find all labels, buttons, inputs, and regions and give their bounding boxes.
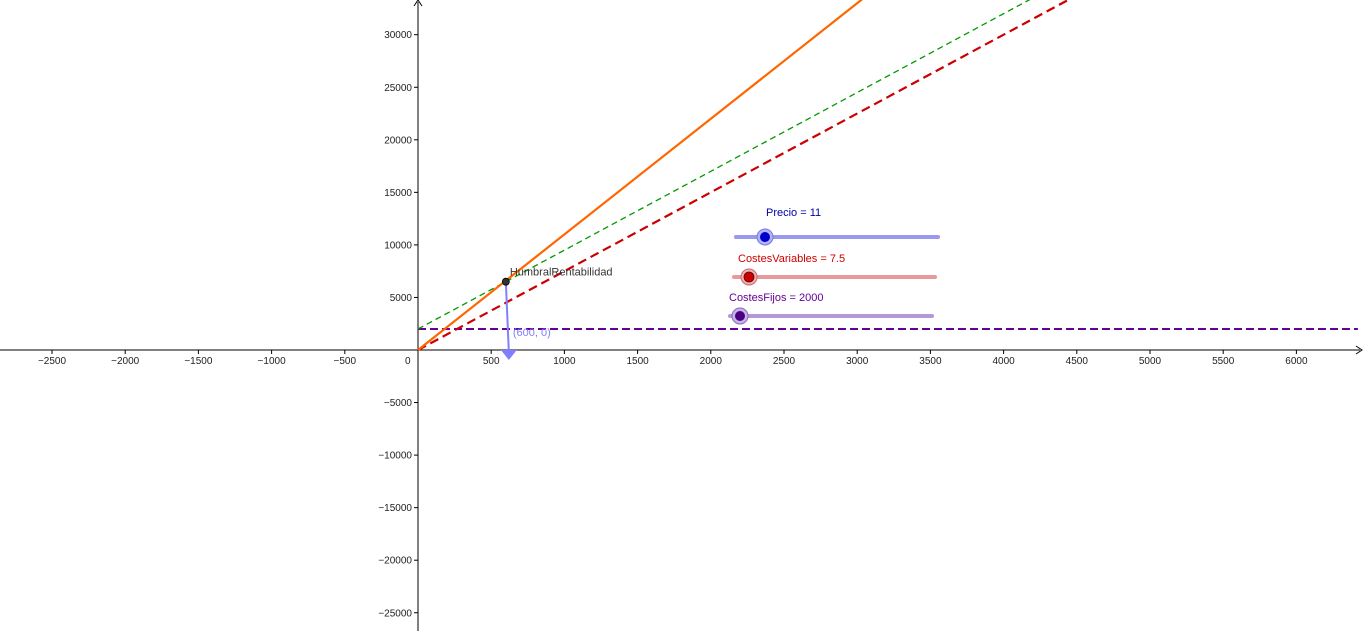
x-tick-label: 6000 bbox=[1285, 356, 1308, 367]
break-even-point[interactable] bbox=[501, 277, 510, 286]
x-tick-label: −2500 bbox=[38, 356, 67, 367]
x-tick-label: 5500 bbox=[1212, 356, 1235, 367]
costes-variables-slider[interactable]: CostesVariables = 7.5 bbox=[732, 253, 937, 286]
y-tick-label: 30000 bbox=[384, 30, 412, 41]
x-tick-label: 500 bbox=[483, 356, 500, 367]
x-tick-label: −1500 bbox=[184, 356, 213, 367]
precio-slider-knob[interactable] bbox=[760, 232, 770, 242]
y-axis-arrow bbox=[413, 0, 423, 7]
y-tick-label: −25000 bbox=[378, 608, 412, 619]
break-even: (600, 0) HumbralRentabilidad bbox=[500, 267, 613, 360]
x-tick-label: 5000 bbox=[1139, 356, 1162, 367]
y-axis-ticks: 30000 25000 20000 15000 10000 5000 −5000 −10000… bbox=[378, 30, 418, 619]
y-tick-label: 5000 bbox=[390, 293, 413, 304]
costes-fijos-slider-knob[interactable] bbox=[735, 311, 745, 321]
x-tick-label: −1000 bbox=[258, 356, 287, 367]
costes-totales-line-red[interactable] bbox=[417, 0, 1358, 351]
y-tick-label: 20000 bbox=[384, 135, 412, 146]
x-axis-arrow bbox=[1355, 345, 1363, 355]
x-tick-label: 3000 bbox=[846, 356, 869, 367]
y-tick-label: 10000 bbox=[384, 240, 412, 251]
y-tick-label: −5000 bbox=[384, 398, 413, 409]
x-tick-label: 2500 bbox=[773, 356, 796, 367]
ingresos-line[interactable] bbox=[417, 0, 1358, 351]
break-even-point-label: HumbralRentabilidad bbox=[510, 267, 613, 279]
costes-fijos-slider-label: CostesFijos = 2000 bbox=[729, 292, 823, 304]
x-tick-label: 1500 bbox=[626, 356, 649, 367]
y-tick-label: −15000 bbox=[378, 503, 412, 514]
precio-slider[interactable]: Precio = 11 bbox=[734, 207, 940, 246]
x-tick-label: 3500 bbox=[919, 356, 942, 367]
vector-label: (600, 0) bbox=[513, 327, 551, 339]
vector-arrowhead bbox=[500, 350, 517, 360]
x-tick-label: 2000 bbox=[700, 356, 723, 367]
x-tick-label: 1000 bbox=[553, 356, 576, 367]
x-tick-label: −500 bbox=[334, 356, 357, 367]
y-tick-label: −10000 bbox=[378, 451, 412, 462]
break-even-vector[interactable] bbox=[504, 281, 510, 353]
precio-slider-label: Precio = 11 bbox=[766, 207, 821, 219]
graphs bbox=[417, 0, 1358, 351]
x-tick-label: 4500 bbox=[1066, 356, 1089, 367]
x-tick-label: −2000 bbox=[111, 356, 140, 367]
costes-fijos-slider[interactable]: CostesFijos = 2000 bbox=[728, 292, 934, 325]
y-tick-label: 15000 bbox=[384, 188, 412, 199]
x-axis-ticks: −2500 −2000 −1500 −1000 −500 500 1000 1500 2000 2… bbox=[38, 350, 1308, 367]
costes-variables-slider-knob[interactable] bbox=[743, 271, 755, 283]
costes-variables-slider-label: CostesVariables = 7.5 bbox=[738, 253, 845, 265]
x-tick-label: 4000 bbox=[992, 356, 1015, 367]
y-tick-label: −20000 bbox=[378, 556, 412, 567]
y-tick-label: 25000 bbox=[384, 83, 412, 94]
origin-label: 0 bbox=[405, 356, 411, 367]
costes-totales-line-green[interactable] bbox=[417, 0, 1358, 330]
